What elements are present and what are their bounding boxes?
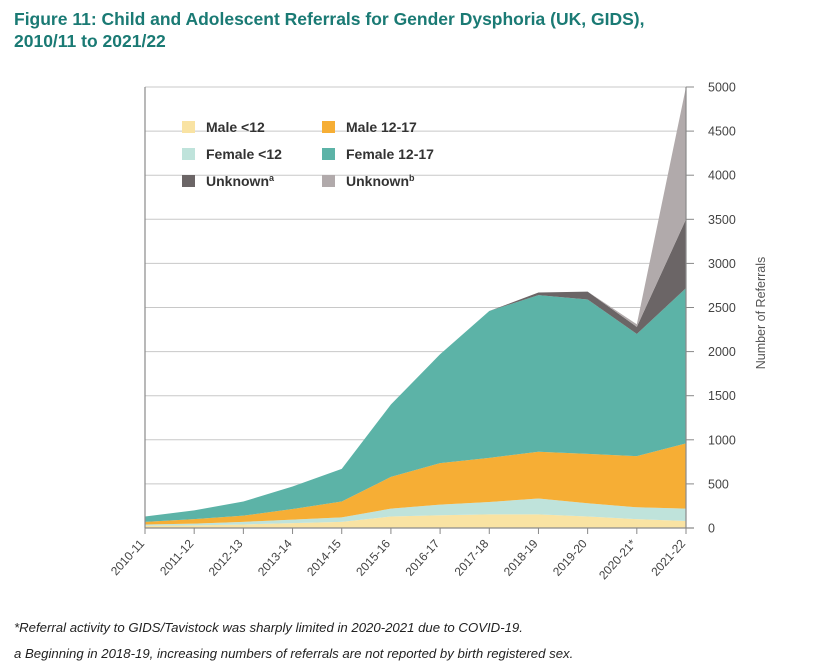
legend: Male <12 Male 12-17 Female <12 Female 12-17… bbox=[182, 119, 434, 189]
y-tick-label: 4000 bbox=[708, 169, 736, 183]
x-tick-label: 2011-12 bbox=[157, 536, 196, 578]
y-tick-label: 1500 bbox=[708, 389, 736, 403]
legend-label: Unknownb bbox=[346, 173, 415, 189]
legend-swatch bbox=[322, 121, 335, 133]
series-area-male-12 bbox=[145, 514, 686, 528]
figure-title: Figure 11: Child and Adolescent Referral… bbox=[14, 8, 804, 52]
legend-label: Female <12 bbox=[206, 146, 282, 162]
legend-superscript: a bbox=[269, 173, 275, 183]
x-tick-label: 2013-14 bbox=[255, 536, 295, 578]
x-tick-label: 2010-11 bbox=[108, 536, 147, 578]
x-tick-label: 2014-15 bbox=[304, 536, 344, 578]
x-tick-label: 2021-22 bbox=[648, 536, 688, 578]
footnote-a: a Beginning in 2018-19, increasing numbe… bbox=[14, 646, 574, 661]
y-tick-label: 1000 bbox=[708, 433, 736, 447]
x-tick-label: 2016-17 bbox=[402, 536, 442, 578]
legend-superscript: b bbox=[409, 173, 415, 183]
x-tick-label: 2019-20 bbox=[550, 536, 590, 578]
legend-swatch bbox=[182, 121, 195, 133]
y-tick-label: 2500 bbox=[708, 301, 736, 315]
legend-swatch bbox=[182, 175, 195, 187]
y-tick-label: 2000 bbox=[708, 345, 736, 359]
legend-label: Unknowna bbox=[206, 173, 275, 189]
stacked-area-chart: 0 500 1000 1500 2000 2500 3000 3500 4000 4500 5000… bbox=[108, 81, 768, 583]
legend-label: Male <12 bbox=[206, 119, 265, 135]
x-tick-label: 2018-19 bbox=[501, 536, 541, 578]
y-tick-label: 4500 bbox=[708, 125, 736, 139]
x-tick-label: 2015-16 bbox=[353, 536, 393, 578]
y-tick-label: 3500 bbox=[708, 213, 736, 227]
y-tick-label: 5000 bbox=[708, 81, 736, 95]
figure-title-line-2: 2010/11 to 2021/22 bbox=[14, 31, 166, 51]
legend-swatch bbox=[322, 148, 335, 160]
figure-title-line-1: Figure 11: Child and Adolescent Referral… bbox=[14, 9, 645, 29]
y-axis-label: Number of Referrals bbox=[754, 257, 768, 370]
y-tick-label: 3000 bbox=[708, 257, 736, 271]
x-tick-label: 2012-13 bbox=[206, 536, 246, 578]
legend-swatch bbox=[182, 148, 195, 160]
y-tick-label: 0 bbox=[708, 522, 715, 536]
series-area-male-12-17 bbox=[145, 443, 686, 525]
area-series bbox=[145, 87, 686, 528]
x-tick-label: 2017-18 bbox=[452, 536, 492, 578]
series-area-female-12 bbox=[145, 498, 686, 526]
series-area-female-12-17 bbox=[145, 288, 686, 522]
legend-label: Female 12-17 bbox=[346, 146, 434, 162]
legend-label: Male 12-17 bbox=[346, 119, 417, 135]
x-tick-label: 2020-21* bbox=[596, 536, 639, 582]
series-area-unknown-a bbox=[145, 219, 686, 517]
legend-swatch bbox=[322, 175, 335, 187]
footnote-covid: *Referral activity to GIDS/Tavistock was… bbox=[14, 620, 523, 635]
y-tick-label: 500 bbox=[708, 477, 729, 491]
